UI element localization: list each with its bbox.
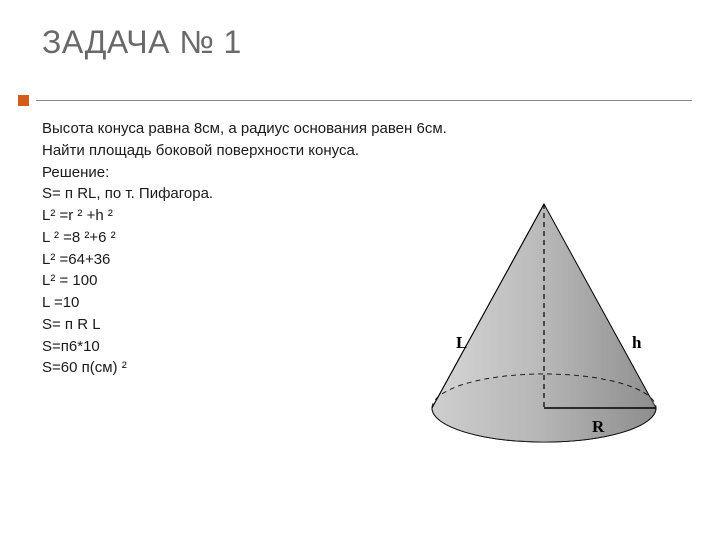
accent-tick [18, 95, 29, 106]
body-line: Высота конуса равна 8см, а радиус основа… [42, 118, 684, 140]
cone-svg: L h R [412, 196, 676, 458]
page-title: ЗАДАЧА № 1 [42, 24, 678, 61]
body-line: Найти площадь боковой поверхности конуса… [42, 140, 684, 162]
horizontal-rule [36, 100, 692, 101]
cone-figure: L h R [412, 196, 676, 458]
label-slant: L [456, 333, 467, 352]
label-radius: R [592, 417, 605, 436]
label-height: h [632, 333, 642, 352]
body-line: Решение: [42, 162, 684, 184]
slide: ЗАДАЧА № 1 Высота конуса равна 8см, а ра… [0, 0, 720, 540]
